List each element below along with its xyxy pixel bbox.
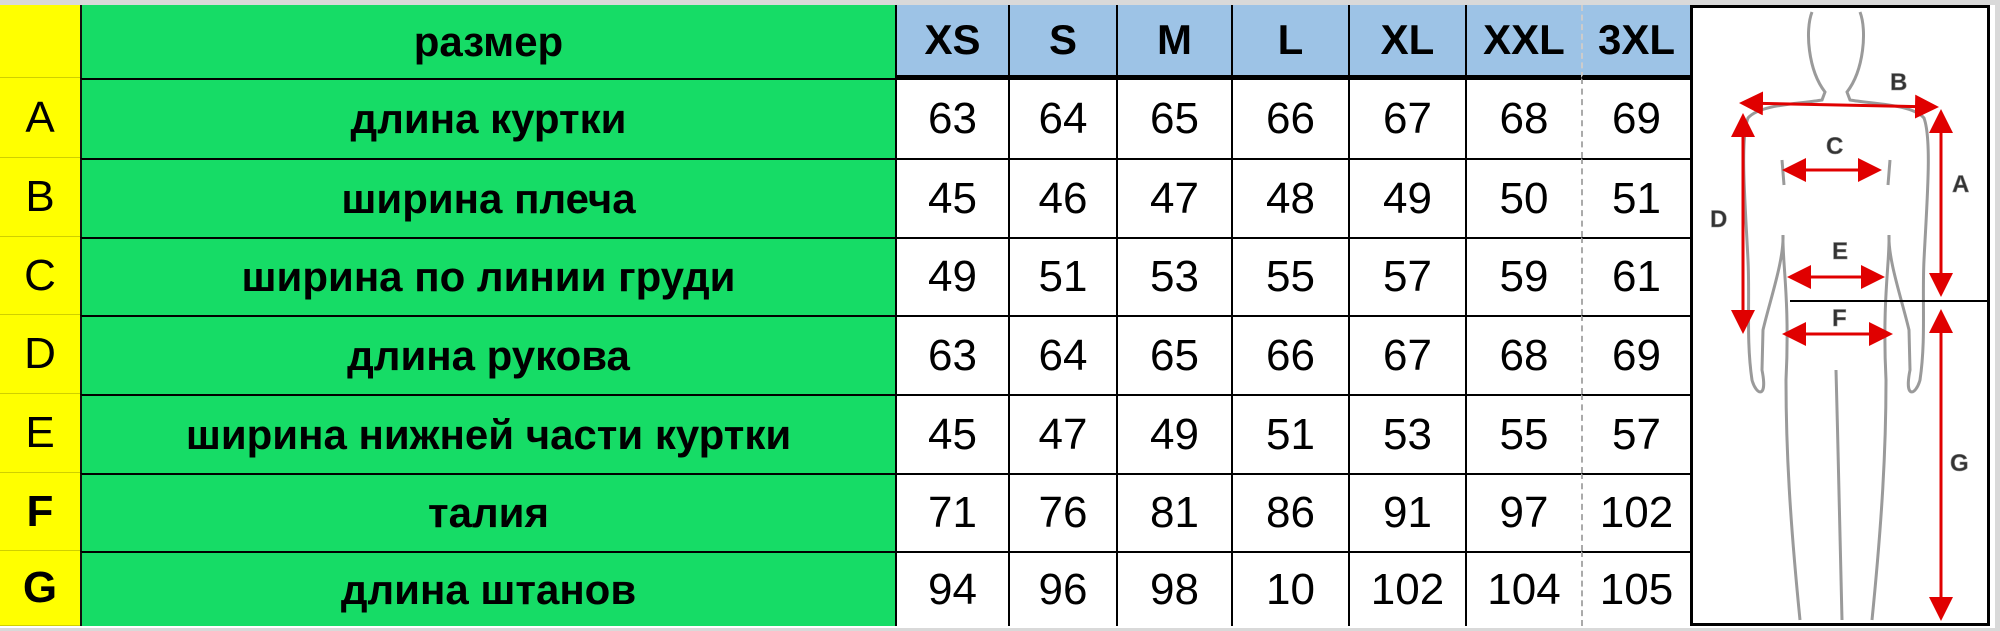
value-cell[interactable]: 59	[1465, 237, 1581, 315]
value-cell[interactable]: 49	[1348, 158, 1465, 237]
measurement-arrows	[1731, 91, 1953, 621]
size-header-3xl[interactable]: 3XL	[1581, 5, 1690, 78]
size-header-m[interactable]: M	[1116, 5, 1231, 78]
value-cell[interactable]: 96	[1008, 551, 1116, 626]
value-cell[interactable]: 69	[1581, 315, 1690, 394]
value-cell[interactable]: 55	[1231, 237, 1348, 315]
value-cell[interactable]: 55	[1465, 394, 1581, 473]
row-letter-c[interactable]: C	[0, 237, 80, 315]
value-cell[interactable]: 67	[1348, 78, 1465, 158]
value-cell[interactable]: 76	[1008, 473, 1116, 551]
size-header-xxl[interactable]: XXL	[1465, 5, 1581, 78]
value-cell[interactable]: 47	[1008, 394, 1116, 473]
value-cell[interactable]: 50	[1465, 158, 1581, 237]
row-label[interactable]: ширина по линии груди	[80, 237, 895, 315]
label-a: A	[1952, 171, 1969, 198]
arrow-b	[1739, 91, 1939, 119]
value-cell[interactable]: 102	[1581, 473, 1690, 551]
value-cell[interactable]: 105	[1581, 551, 1690, 626]
value-cell[interactable]: 66	[1231, 78, 1348, 158]
value-cell[interactable]: 53	[1116, 237, 1231, 315]
value-cell[interactable]: 53	[1348, 394, 1465, 473]
row-label[interactable]: длина штанов	[80, 551, 895, 626]
row-label[interactable]: длина куртки	[80, 78, 895, 158]
value-cell[interactable]: 104	[1465, 551, 1581, 626]
value-cell[interactable]: 94	[895, 551, 1008, 626]
value-cell[interactable]: 10	[1231, 551, 1348, 626]
value-cell[interactable]: 102	[1348, 551, 1465, 626]
size-header-xs[interactable]: XS	[895, 5, 1008, 78]
value-cell[interactable]: 47	[1116, 158, 1231, 237]
body-measurement-figure: B C A D E F G	[1690, 5, 1990, 626]
value-cell[interactable]: 98	[1116, 551, 1231, 626]
value-cell[interactable]: 97	[1465, 473, 1581, 551]
row-letter-g[interactable]: G	[0, 551, 80, 626]
value-cell[interactable]: 64	[1008, 315, 1116, 394]
row-label[interactable]: ширина нижней части куртки	[80, 394, 895, 473]
label-d: D	[1710, 206, 1727, 233]
value-cell[interactable]: 57	[1348, 237, 1465, 315]
value-cell[interactable]: 64	[1008, 78, 1116, 158]
value-cell[interactable]: 68	[1465, 315, 1581, 394]
value-cell[interactable]: 66	[1231, 315, 1348, 394]
label-c: C	[1826, 133, 1843, 160]
value-cell[interactable]: 63	[895, 315, 1008, 394]
row-letter-f[interactable]: F	[0, 473, 80, 551]
value-cell[interactable]: 67	[1348, 315, 1465, 394]
value-cell[interactable]: 91	[1348, 473, 1465, 551]
row-letter-e[interactable]: E	[0, 394, 80, 473]
value-cell[interactable]: 69	[1581, 78, 1690, 158]
human-figure-icon: B C A D E F G	[1710, 11, 1990, 621]
label-f: F	[1832, 305, 1847, 332]
label-g: G	[1950, 450, 1969, 477]
value-cell[interactable]: 81	[1116, 473, 1231, 551]
value-cell[interactable]: 63	[895, 78, 1008, 158]
size-header-l[interactable]: L	[1231, 5, 1348, 78]
value-cell[interactable]: 51	[1008, 237, 1116, 315]
size-header-xl[interactable]: XL	[1348, 5, 1465, 78]
value-cell[interactable]: 61	[1581, 237, 1690, 315]
value-cell[interactable]: 51	[1581, 158, 1690, 237]
value-cell[interactable]: 49	[895, 237, 1008, 315]
label-b: B	[1890, 69, 1907, 96]
value-cell[interactable]: 71	[895, 473, 1008, 551]
value-cell[interactable]: 86	[1231, 473, 1348, 551]
row-letter-a[interactable]: A	[0, 78, 80, 158]
row-letter-d[interactable]: D	[0, 315, 80, 394]
row-label[interactable]: длина рукова	[80, 315, 895, 394]
value-cell[interactable]: 65	[1116, 78, 1231, 158]
value-cell[interactable]: 46	[1008, 158, 1116, 237]
label-e: E	[1832, 238, 1848, 265]
header-label-cell[interactable]: размер	[80, 5, 895, 78]
value-cell[interactable]: 51	[1231, 394, 1348, 473]
row-label[interactable]: талия	[80, 473, 895, 551]
value-cell[interactable]: 57	[1581, 394, 1690, 473]
row-letter-header[interactable]	[0, 5, 80, 78]
row-letter-b[interactable]: B	[0, 158, 80, 237]
value-cell[interactable]: 49	[1116, 394, 1231, 473]
size-header-s[interactable]: S	[1008, 5, 1116, 78]
row-label[interactable]: ширина плеча	[80, 158, 895, 237]
value-cell[interactable]: 65	[1116, 315, 1231, 394]
value-cell[interactable]: 45	[895, 394, 1008, 473]
value-cell[interactable]: 45	[895, 158, 1008, 237]
value-cell[interactable]: 48	[1231, 158, 1348, 237]
value-cell[interactable]: 68	[1465, 78, 1581, 158]
